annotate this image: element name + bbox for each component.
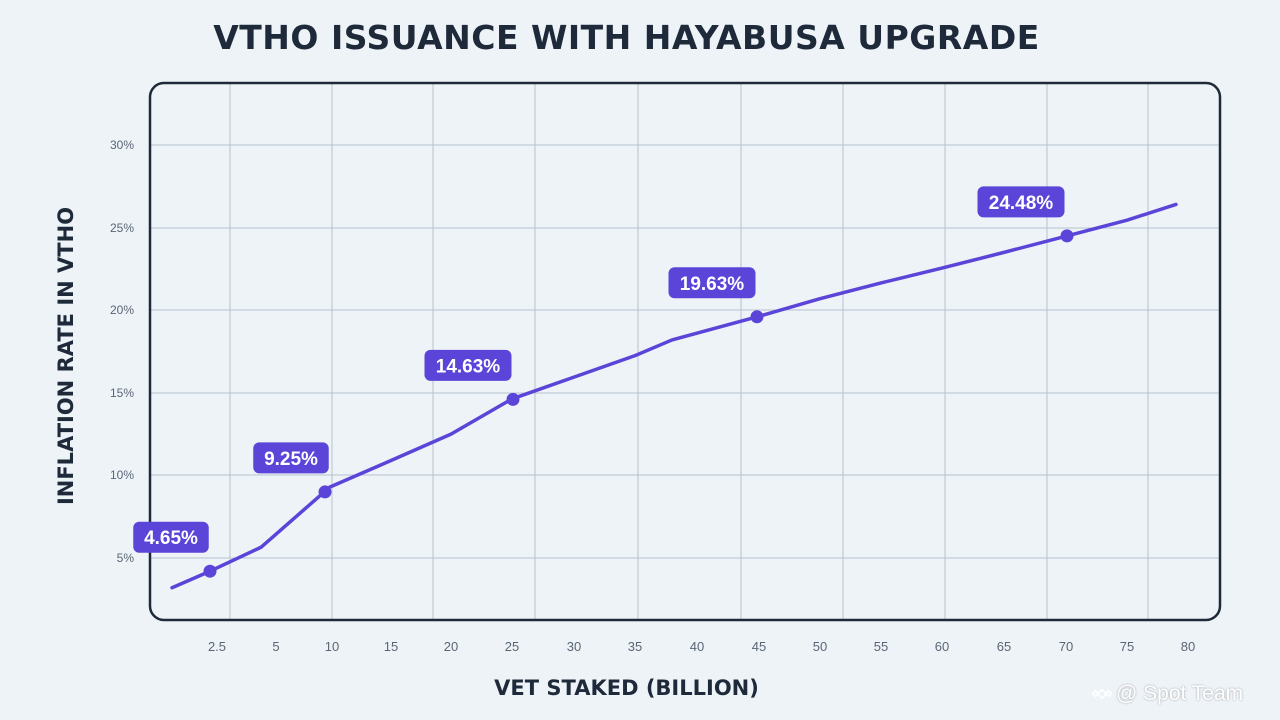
x-tick-label: 30	[567, 639, 581, 654]
y-tick-label: 20%	[110, 303, 134, 317]
x-tick-label: 50	[813, 639, 827, 654]
annotation-box	[668, 267, 756, 299]
annotation-box	[253, 442, 329, 474]
y-tick-label: 25%	[110, 221, 134, 235]
x-tick-label: 40	[690, 639, 704, 654]
data-point	[203, 564, 217, 578]
y-tick-label: 10%	[110, 468, 134, 482]
annotation-box	[977, 186, 1065, 218]
y-axis-ticks: 5% 10% 15% 20% 25% 30%	[110, 138, 134, 565]
x-tick-label: 75	[1120, 639, 1134, 654]
grid-lines	[150, 83, 1220, 620]
data-point	[318, 485, 332, 499]
data-point	[750, 310, 764, 324]
plot-frame	[148, 81, 1222, 622]
annotation-label: 24.48%	[977, 186, 1065, 218]
x-tick-label: 2.5	[208, 639, 226, 654]
x-tick-label: 65	[997, 639, 1011, 654]
y-tick-label: 30%	[110, 138, 134, 152]
annotation-label: 4.65%	[133, 521, 209, 553]
y-tick-label: 15%	[110, 386, 134, 400]
annotation-text: 9.25%	[264, 449, 318, 470]
annotation-text: 24.48%	[989, 193, 1054, 214]
x-tick-label: 10	[325, 639, 339, 654]
x-axis-ticks: 2.5 5 10 15 20 25 30 35 40 45 50 55 60 65 70 75 80	[208, 639, 1195, 654]
y-tick-label: 5%	[117, 551, 135, 565]
annotation-box	[133, 521, 209, 553]
annotation-label: 14.63%	[424, 349, 512, 381]
annotation-labels: 4.65% 9.25% 14.63% 19.63% 24.48%	[133, 186, 1074, 578]
data-point	[1060, 229, 1074, 243]
annotation-box	[424, 349, 512, 381]
data-point	[506, 392, 520, 406]
x-tick-label: 5	[272, 639, 279, 654]
x-tick-label: 15	[384, 639, 398, 654]
x-tick-label: 70	[1059, 639, 1073, 654]
series-line	[170, 202, 1178, 590]
annotation-label: 9.25%	[253, 442, 329, 474]
annotation-text: 14.63%	[436, 356, 501, 377]
x-tick-label: 25	[505, 639, 519, 654]
annotation-text: 4.65%	[144, 528, 198, 549]
x-tick-label: 45	[752, 639, 766, 654]
chart-title: VTHO ISSUANCE WITH HAYABUSA UPGRADE	[213, 18, 1040, 57]
x-tick-label: 35	[628, 639, 642, 654]
annotation-text: 19.63%	[680, 274, 745, 295]
annotation-label: 19.63%	[668, 267, 756, 299]
x-tick-label: 60	[935, 639, 949, 654]
series-group	[170, 202, 1178, 590]
x-tick-label: 55	[874, 639, 888, 654]
binance-logo-icon	[1092, 688, 1112, 700]
x-tick-label: 20	[444, 639, 458, 654]
watermark: @ Spot Team	[1092, 682, 1243, 706]
x-axis-label: VET STAKED (BILLION)	[494, 676, 759, 700]
x-tick-label: 80	[1181, 639, 1195, 654]
watermark-text: @ Spot Team	[1116, 682, 1244, 705]
